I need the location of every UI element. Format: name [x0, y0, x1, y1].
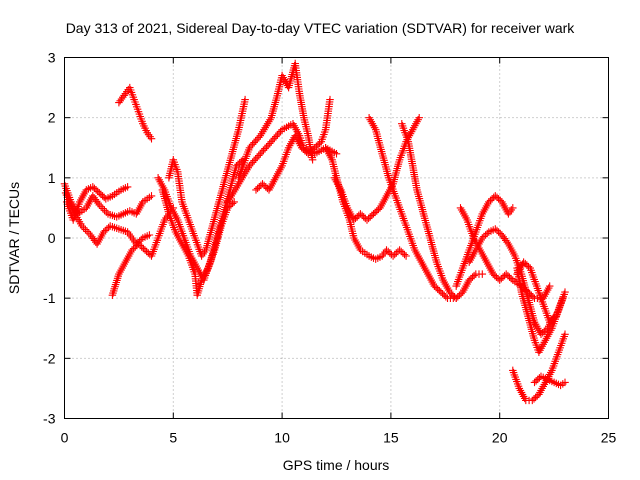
series-arc-7 — [165, 95, 249, 260]
x-axis-label: GPS time / hours — [283, 457, 390, 473]
data-marker — [364, 214, 373, 223]
data-point — [252, 186, 260, 194]
data-point — [241, 95, 249, 104]
x-tick-label: 5 — [169, 430, 177, 446]
data-marker — [433, 285, 442, 293]
data-points — [60, 59, 569, 405]
data-marker — [435, 286, 444, 295]
data-point — [545, 282, 554, 290]
series-arc-22 — [513, 258, 567, 326]
data-marker — [359, 213, 368, 221]
data-marker — [488, 195, 496, 203]
data-marker — [93, 187, 102, 196]
data-point — [561, 378, 569, 387]
data-marker — [531, 393, 540, 402]
data-point — [147, 192, 156, 200]
data-point — [509, 204, 517, 212]
series-arc-3 — [62, 183, 132, 224]
data-point — [415, 113, 423, 122]
data-point — [478, 270, 487, 278]
series-arc-13 — [330, 113, 423, 224]
series-arc-5 — [115, 83, 156, 143]
data-point — [495, 276, 504, 284]
data-point — [230, 198, 238, 206]
data-point — [559, 294, 567, 302]
data-point — [561, 330, 569, 339]
series-arc-12 — [321, 144, 410, 263]
data-marker — [505, 273, 514, 281]
y-axis-label: SDTVAR / TECUs — [6, 182, 22, 294]
y-tick-label: -2 — [43, 350, 56, 366]
data-point — [369, 210, 378, 218]
data-point — [147, 134, 156, 143]
y-tick-labels: -3 -2 -1 0 1 2 3 — [43, 50, 56, 427]
data-marker — [400, 250, 409, 259]
data-point — [530, 378, 539, 387]
x-tick-label: 0 — [61, 430, 69, 446]
data-point — [145, 231, 154, 239]
data-point — [326, 95, 334, 104]
data-point — [141, 246, 149, 254]
data-marker — [314, 140, 322, 149]
data-point — [402, 252, 410, 260]
series-arc-14 — [365, 113, 460, 302]
data-marker — [529, 292, 537, 301]
series-arc-15 — [398, 119, 487, 302]
data-marker — [440, 291, 448, 299]
y-tick-label: 1 — [48, 170, 56, 186]
series-arc-11 — [252, 95, 334, 194]
y-tick-label: 3 — [48, 50, 56, 66]
data-point — [308, 156, 317, 164]
series-arc-19 — [513, 264, 569, 357]
data-marker — [386, 249, 394, 257]
data-marker — [454, 292, 462, 301]
data-marker — [468, 273, 477, 281]
series-arc-4 — [108, 204, 178, 299]
y-tick-label: -3 — [43, 411, 56, 427]
series-arc-20 — [509, 330, 569, 405]
data-marker — [390, 250, 399, 259]
data-marker — [494, 195, 503, 203]
y-tick-label: 0 — [48, 230, 56, 246]
data-point — [123, 183, 132, 191]
x-tick-label: 20 — [492, 430, 508, 446]
series-arc-21 — [530, 372, 569, 390]
series-arc-10 — [234, 59, 317, 182]
y-tick-label: 2 — [48, 110, 56, 126]
x-tick-labels: 0 5 10 15 20 25 — [61, 430, 617, 446]
data-marker — [523, 261, 531, 269]
data-point — [561, 288, 569, 296]
data-point — [95, 189, 104, 197]
data-point — [332, 150, 341, 158]
data-marker — [540, 327, 549, 336]
x-tick-label: 15 — [383, 430, 399, 446]
data-point — [258, 180, 267, 188]
x-tick-label: 10 — [274, 430, 290, 446]
axis-ticks — [64, 57, 609, 419]
x-tick-label: 25 — [601, 430, 617, 446]
series-arc-8 — [158, 186, 238, 299]
chart-title: Day 313 of 2021, Sidereal Day-to-day VTE… — [66, 20, 576, 36]
data-point — [395, 246, 404, 254]
y-tick-label: -1 — [43, 290, 56, 306]
